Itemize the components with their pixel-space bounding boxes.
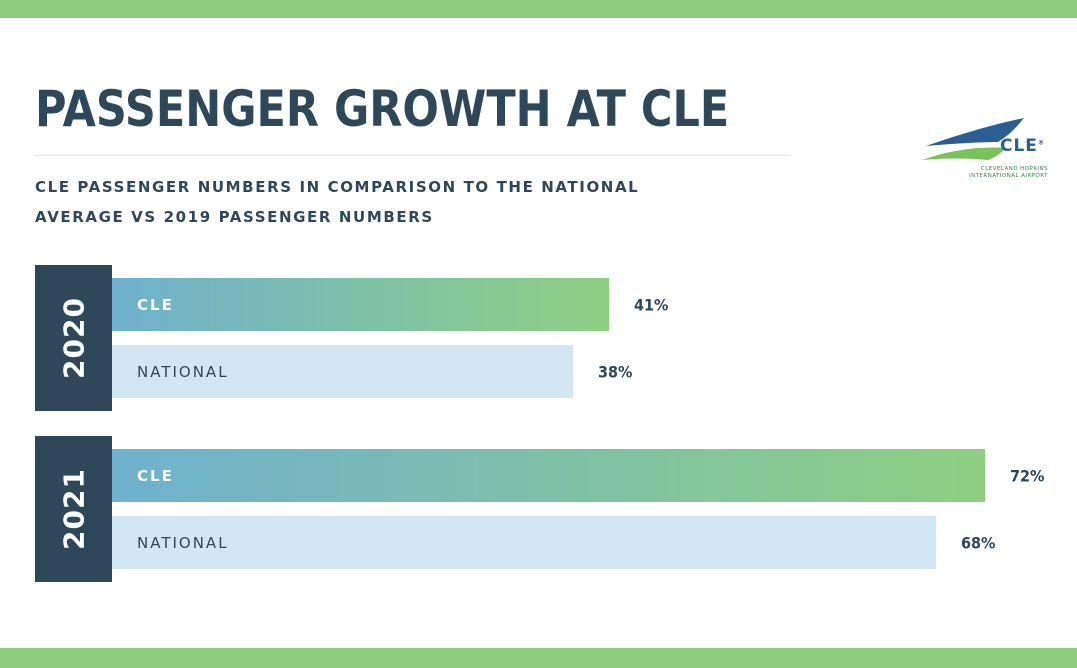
cle-bar-2021: CLE (112, 449, 985, 502)
value-label: 38% (598, 362, 633, 382)
year-label: 2021 (57, 468, 90, 550)
cle-airport-logo: CLE® CLEVELAND HOPKINS INTERNATIONAL AIR… (920, 112, 1050, 184)
bottom-accent-band (0, 648, 1077, 668)
bar-label: CLE (137, 466, 174, 485)
airport-swoosh-icon (922, 118, 1024, 160)
year-block: 2021 (35, 436, 112, 582)
cle-bar-2020: CLE (112, 278, 609, 331)
subtitle-line-1: CLE PASSENGER NUMBERS IN COMPARISON TO T… (35, 178, 640, 196)
subtitle-line-2: AVERAGE VS 2019 PASSENGER NUMBERS (35, 208, 434, 226)
logo-tagline-line-2: INTERNATIONAL AIRPORT (968, 173, 1048, 179)
year-label: 2020 (57, 297, 90, 379)
bar-label: CLE (137, 295, 174, 314)
top-accent-band (0, 0, 1077, 18)
bar-label: NATIONAL (137, 362, 229, 381)
value-label: 72% (1010, 466, 1045, 486)
logo-tagline: CLEVELAND HOPKINS INTERNATIONAL AIRPORT (950, 166, 1048, 180)
national-bar-2021: NATIONAL (112, 516, 936, 569)
logo-tagline-line-1: CLEVELAND HOPKINS (980, 166, 1048, 172)
national-bar-2020: NATIONAL (112, 345, 573, 398)
chart-subtitle: CLE PASSENGER NUMBERS IN COMPARISON TO T… (35, 172, 755, 232)
value-label: 41% (634, 295, 669, 315)
chart-title: PASSENGER GROWTH AT CLE (35, 80, 730, 138)
title-divider (35, 155, 790, 156)
logo-wordmark: CLE® (1000, 136, 1045, 156)
bar-label: NATIONAL (137, 533, 229, 552)
year-group-2021: 2021 CLE 72% NATIONAL 68% (35, 436, 1075, 582)
year-block: 2020 (35, 265, 112, 411)
year-group-2020: 2020 CLE 41% NATIONAL 38% (35, 265, 1075, 411)
value-label: 68% (961, 533, 996, 553)
